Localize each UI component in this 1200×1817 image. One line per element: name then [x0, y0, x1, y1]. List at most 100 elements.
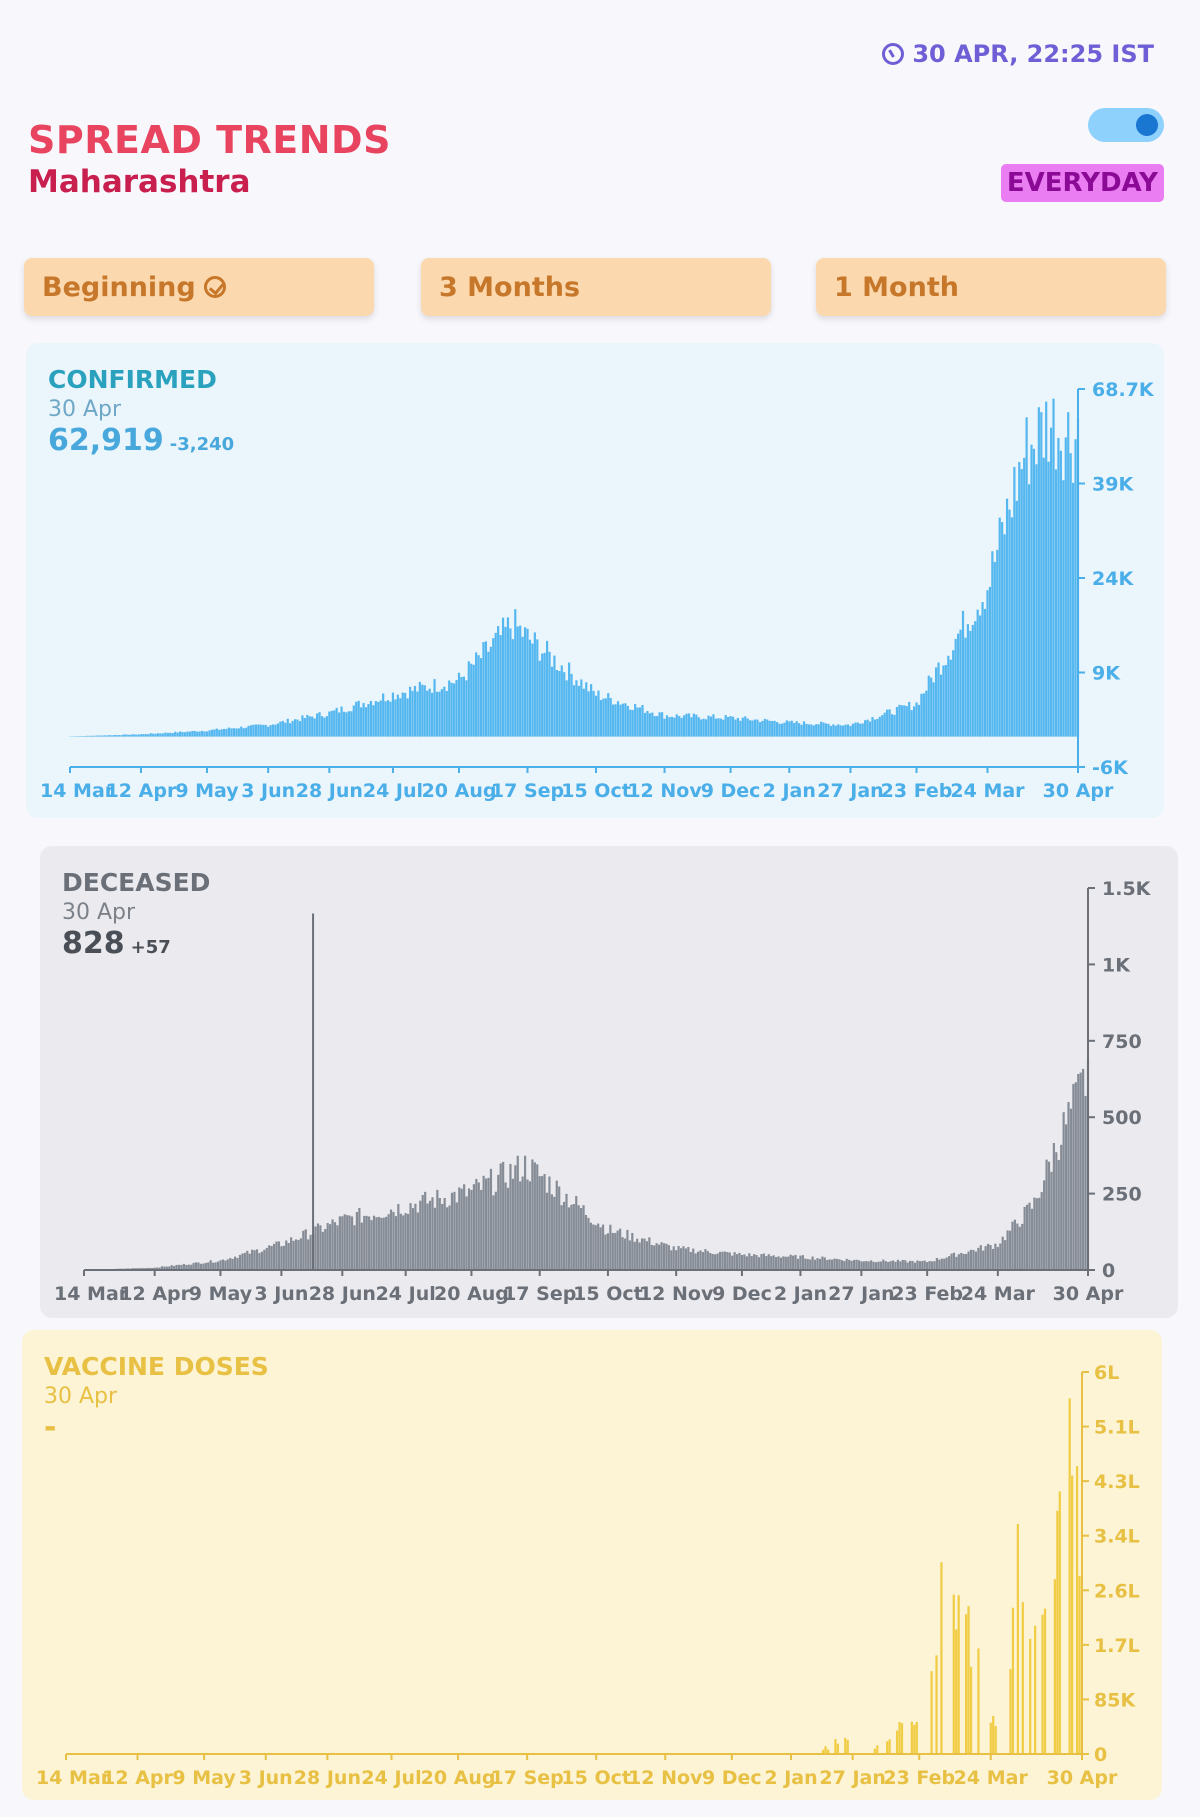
bar — [898, 704, 901, 737]
bar — [930, 1671, 933, 1754]
bar — [711, 1253, 714, 1270]
bar — [277, 1241, 281, 1270]
bar — [643, 712, 647, 737]
x-tick-label: 12 Nov — [627, 780, 702, 802]
confirmed-value: 62,919 -3,240 — [48, 423, 234, 458]
timestamp-text: 30 APR, 22:25 IST — [912, 40, 1154, 68]
bar — [402, 1215, 405, 1270]
bar — [895, 1730, 899, 1754]
bar — [582, 688, 585, 737]
range-1-month-label: 1 Month — [834, 271, 959, 303]
bar — [904, 1260, 907, 1270]
bar — [834, 1739, 837, 1754]
bar — [879, 1261, 882, 1270]
bar — [994, 1726, 997, 1754]
vaccine-count: - — [44, 1410, 57, 1445]
bar — [245, 727, 248, 737]
bar — [1016, 1524, 1019, 1754]
range-beginning-label: Beginning — [42, 271, 196, 303]
bar — [482, 1175, 485, 1270]
bar — [1047, 461, 1050, 737]
bar — [592, 1224, 595, 1270]
bar — [78, 736, 81, 737]
bar — [886, 709, 889, 737]
range-3-months-button[interactable]: 3 Months — [421, 258, 771, 316]
x-tick-label: 12 Apr — [106, 780, 177, 802]
bar — [572, 1204, 575, 1270]
bar — [969, 1666, 973, 1754]
bar — [801, 1255, 804, 1270]
x-tick-label: 15 Oct — [561, 1767, 631, 1789]
bar — [139, 734, 143, 737]
bar — [767, 1254, 770, 1270]
bar — [197, 1262, 200, 1270]
bar — [846, 1739, 849, 1754]
bar — [414, 1203, 417, 1270]
bar — [741, 717, 744, 737]
range-beginning-button[interactable]: Beginning — [24, 258, 374, 316]
bar — [355, 701, 358, 737]
bar — [558, 671, 561, 737]
confirmed-label: CONFIRMED — [48, 365, 217, 394]
bar — [1032, 448, 1036, 737]
bar — [1062, 1112, 1065, 1270]
bar — [724, 715, 727, 737]
x-tick-label: 12 Apr — [102, 1767, 173, 1789]
x-tick-label: 28 Jun — [294, 1767, 361, 1789]
bar — [137, 734, 140, 737]
vaccine-label: VACCINE DOSES — [44, 1352, 269, 1381]
bar — [680, 717, 683, 737]
bar — [949, 659, 952, 737]
bar — [231, 1258, 234, 1270]
range-1-month-button[interactable]: 1 Month — [816, 258, 1166, 316]
bar — [404, 692, 407, 737]
bar — [787, 1256, 790, 1270]
bar — [804, 1258, 807, 1270]
bar — [925, 690, 928, 737]
bar — [142, 734, 145, 737]
bar — [687, 1246, 690, 1270]
bar — [699, 1250, 702, 1270]
region-name: Maharashtra — [28, 164, 251, 200]
bar — [1004, 1240, 1007, 1270]
bar — [609, 697, 612, 737]
bar — [1058, 1491, 1061, 1754]
bar — [794, 1254, 797, 1270]
bar — [873, 1748, 876, 1754]
page-title: SPREAD TRENDS — [28, 118, 391, 162]
bar — [416, 1212, 419, 1270]
bar — [645, 1241, 649, 1270]
bar — [888, 1739, 891, 1754]
bar — [1037, 407, 1040, 737]
bar — [770, 1256, 773, 1270]
bar — [431, 692, 434, 737]
mode-badge[interactable]: EVERYDAY — [1000, 164, 1164, 202]
bar — [590, 684, 593, 737]
bar — [279, 721, 282, 737]
bar — [864, 720, 867, 737]
bar — [604, 1234, 607, 1270]
bar — [935, 1655, 938, 1754]
bar — [714, 718, 717, 737]
bar — [95, 735, 99, 737]
bar — [487, 651, 490, 737]
bar — [916, 1260, 919, 1270]
bar — [790, 720, 793, 737]
x-tick-label: 12 Nov — [639, 1283, 714, 1305]
bar — [900, 1723, 904, 1754]
bar — [1023, 1206, 1026, 1270]
bar — [974, 621, 977, 737]
bar — [205, 731, 209, 737]
chart-mode-toggle[interactable] — [1088, 108, 1164, 142]
bar — [313, 718, 316, 737]
bar — [441, 1204, 444, 1270]
bar — [840, 1260, 843, 1270]
bar — [889, 1261, 892, 1270]
bars — [90, 913, 1090, 1270]
x-tick-label: 9 May — [175, 780, 239, 802]
bar — [484, 641, 488, 737]
bar — [267, 726, 270, 737]
